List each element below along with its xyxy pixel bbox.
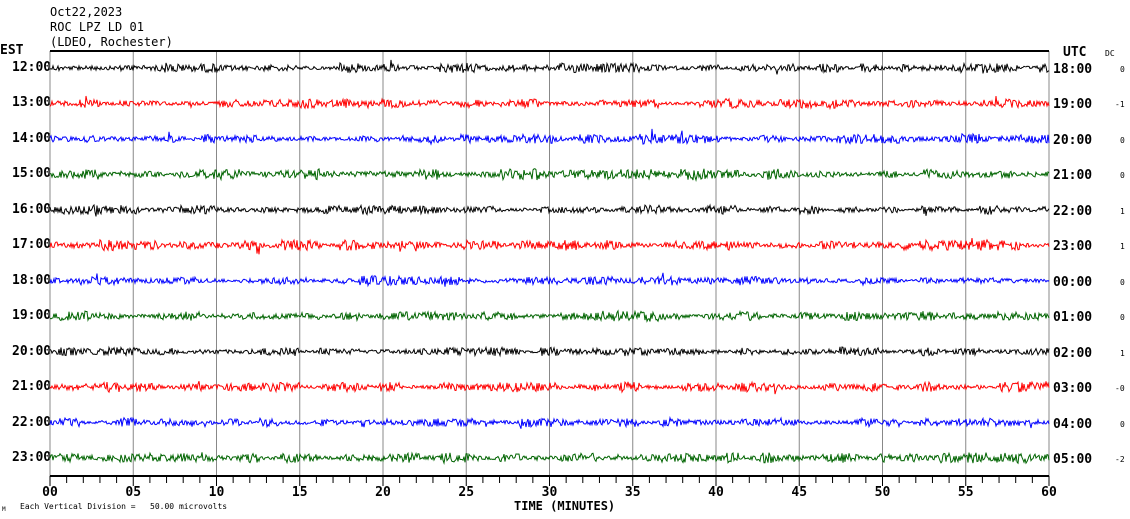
seismic-trace bbox=[49, 272, 1050, 288]
utc-time-label: 02:00 bbox=[1053, 345, 1093, 361]
x-tick-label: 20 bbox=[375, 485, 391, 500]
utc-time-label: 01:00 bbox=[1053, 310, 1093, 326]
utc-time-label: 20:00 bbox=[1053, 132, 1093, 148]
dc-offset-value: 0 bbox=[1120, 135, 1125, 145]
chart-date: Oct22,2023 bbox=[50, 5, 123, 19]
dc-offset-value: 0 bbox=[1120, 277, 1125, 287]
x-tick-label: 35 bbox=[625, 485, 641, 500]
est-time-label: 22:00 bbox=[12, 414, 52, 430]
est-time-label: 18:00 bbox=[12, 272, 52, 288]
utc-time-label: 21:00 bbox=[1053, 168, 1093, 184]
utc-time-label: 22:00 bbox=[1053, 203, 1093, 219]
seismic-trace bbox=[49, 415, 1050, 429]
utc-time-label: 05:00 bbox=[1053, 451, 1093, 467]
utc-time-label: 04:00 bbox=[1053, 416, 1093, 432]
x-tick-label: 60 bbox=[1041, 485, 1057, 500]
seismic-trace bbox=[49, 451, 1050, 465]
est-time-label: 13:00 bbox=[12, 95, 52, 111]
x-tick-label: 55 bbox=[958, 485, 974, 500]
seismic-trace bbox=[49, 309, 1050, 323]
dc-offset-value: 0 bbox=[1120, 171, 1125, 181]
x-tick-label: 45 bbox=[791, 485, 807, 500]
x-tick-label: 15 bbox=[292, 485, 308, 500]
x-tick-label: 50 bbox=[875, 485, 891, 500]
est-time-label: 17:00 bbox=[12, 237, 52, 253]
x-tick-label: 25 bbox=[458, 485, 474, 500]
est-time-label: 23:00 bbox=[12, 449, 52, 465]
utc-axis-title: UTC bbox=[1063, 45, 1087, 60]
x-tick-label: 00 bbox=[42, 485, 58, 500]
dc-offset-value: 1 bbox=[1120, 206, 1125, 216]
seismic-trace bbox=[49, 95, 1050, 111]
x-tick-label: 30 bbox=[542, 485, 558, 500]
utc-time-label: 23:00 bbox=[1053, 239, 1093, 255]
dc-offset-value: 1 bbox=[1120, 348, 1125, 358]
dc-offset-value: 1 bbox=[1120, 242, 1125, 252]
utc-time-label: 03:00 bbox=[1053, 381, 1093, 397]
seismic-trace bbox=[49, 238, 1050, 255]
utc-time-label: 19:00 bbox=[1053, 97, 1093, 113]
est-time-label: 21:00 bbox=[12, 379, 52, 395]
dc-title: DC bbox=[1105, 49, 1115, 58]
dc-offset-value: 0 bbox=[1120, 313, 1125, 323]
x-tick-label: 10 bbox=[209, 485, 225, 500]
dc-offset-value: 0 bbox=[1120, 419, 1125, 429]
est-time-label: 14:00 bbox=[12, 130, 52, 146]
seismic-trace bbox=[49, 345, 1050, 358]
dc-offset-value: -0 bbox=[1115, 384, 1125, 394]
dc-offset-value: -1 bbox=[1115, 100, 1125, 110]
seismic-trace bbox=[49, 167, 1050, 183]
dc-offset-value: -2 bbox=[1115, 454, 1125, 464]
est-time-label: 12:00 bbox=[12, 60, 52, 75]
est-time-label: 16:00 bbox=[12, 201, 52, 217]
est-time-label: 15:00 bbox=[12, 166, 52, 182]
utc-time-label: 00:00 bbox=[1053, 274, 1093, 290]
est-time-label: 19:00 bbox=[12, 308, 52, 324]
station-network: (LDEO, Rochester) bbox=[50, 35, 173, 49]
est-axis-title: EST bbox=[0, 43, 24, 58]
dc-offset-value: 0 bbox=[1120, 65, 1125, 74]
est-time-label: 20:00 bbox=[12, 343, 52, 359]
utc-time-label: 18:00 bbox=[1053, 62, 1093, 77]
seismic-trace bbox=[49, 380, 1050, 395]
seismic-trace bbox=[49, 59, 1050, 75]
scale-note: Each Vertical Division = 50.00 microvolt… bbox=[20, 502, 228, 511]
seismic-trace bbox=[49, 128, 1050, 146]
station-id: ROC LPZ LD 01 bbox=[50, 20, 144, 34]
seismic-trace bbox=[49, 203, 1050, 217]
x-axis-label: TIME (MINUTES) bbox=[514, 499, 616, 513]
footer-mark: M bbox=[2, 506, 6, 513]
x-tick-label: 05 bbox=[125, 485, 141, 500]
x-tick-label: 40 bbox=[708, 485, 724, 500]
